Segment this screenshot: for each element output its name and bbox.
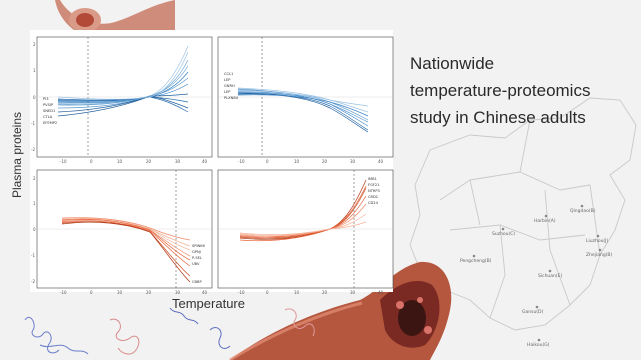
ticks-1: 2 1 0 -1 -2 -10 0 10 20 30 40	[31, 42, 208, 164]
svg-text:GNRH: GNRH	[224, 84, 235, 88]
svg-text:30: 30	[350, 159, 356, 164]
svg-text:PVSIP: PVSIP	[43, 103, 54, 107]
blue-curves-2	[237, 87, 369, 133]
svg-text:40: 40	[378, 290, 384, 295]
svg-text:-2: -2	[31, 279, 35, 284]
vessel-bottom	[229, 261, 452, 360]
headline-line-2: temperature-proteomics	[410, 81, 591, 100]
svg-text:2: 2	[33, 42, 36, 47]
svg-text:IMB1: IMB1	[368, 177, 377, 181]
svg-text:CD24: CD24	[368, 201, 379, 205]
svg-text:-1: -1	[31, 253, 35, 258]
svg-text:SNED1: SNED1	[43, 109, 55, 113]
y-axis-label: Plasma proteins	[10, 111, 24, 199]
svg-text:40: 40	[378, 159, 384, 164]
svg-text:0: 0	[33, 95, 36, 100]
svg-text:0: 0	[90, 290, 93, 295]
svg-text:-2: -2	[31, 147, 35, 152]
map-label: Gansu(D)	[522, 309, 544, 315]
svg-text:CBBP: CBBP	[192, 280, 202, 284]
headline-line-3: study in Chinese adults	[410, 108, 586, 127]
svg-text:10: 10	[294, 159, 300, 164]
ticks-2: -10 0 10 20 30 40	[238, 159, 384, 164]
svg-text:P-SEL: P-SEL	[192, 256, 202, 260]
ticks-4: -10 0 10 20 30 40	[238, 290, 384, 295]
svg-text:30: 30	[175, 290, 181, 295]
map-label: Harbin(A)	[534, 218, 556, 224]
svg-text:30: 30	[350, 290, 356, 295]
subplot-top-right: -10 0 10 20 30 40 CCL1 LEP GNRH LEP PLXNB4	[217, 36, 394, 164]
svg-text:10: 10	[117, 290, 123, 295]
svg-text:40: 40	[202, 159, 208, 164]
subplot-bottom-right: -10 0 10 20 30 40 IMB1 FGF21 NTRP3 CRDC CD24	[217, 169, 394, 295]
map-city-dots	[472, 204, 602, 342]
svg-text:-10: -10	[60, 159, 67, 164]
subplot-bottom-left: 2 1 0 -1 -2 -10 0 10 20 30 40 SPINK6 GPNJ P-SE…	[31, 169, 213, 295]
svg-text:FGF21: FGF21	[368, 183, 380, 187]
svg-text:NTRP3: NTRP3	[368, 189, 380, 193]
svg-text:LEP: LEP	[224, 78, 231, 82]
orange-curves-3	[61, 217, 191, 283]
svg-text:20: 20	[322, 290, 328, 295]
svg-text:-10: -10	[238, 290, 245, 295]
svg-text:CCL1: CCL1	[224, 72, 233, 76]
curve-labels-4: IMB1 FGF21 NTRP3 CRDC CD24	[368, 177, 380, 205]
map-label: Qingdao(B)	[570, 208, 596, 214]
svg-text:PI3: PI3	[43, 97, 49, 101]
svg-text:0: 0	[266, 159, 269, 164]
map-label: Suzhou(C)	[492, 231, 515, 237]
curve-labels-2: CCL1 LEP GNRH LEP PLXNB4	[224, 72, 239, 100]
map-city-labels: Qingdao(B) Harbin(A) Suzhou(C) Liuzhou(J…	[460, 208, 613, 348]
svg-text:GPNJ: GPNJ	[192, 250, 201, 254]
svg-text:0: 0	[266, 290, 269, 295]
svg-text:PLXNB4: PLXNB4	[224, 96, 239, 100]
svg-text:20: 20	[322, 159, 328, 164]
svg-text:40: 40	[202, 290, 208, 295]
svg-text:UBV: UBV	[192, 262, 200, 266]
svg-text:-1: -1	[31, 121, 35, 126]
map-label: Zhejiang(B)	[586, 252, 613, 258]
svg-text:EFEMP2: EFEMP2	[43, 121, 57, 125]
map-label: Liuzhou(J)	[586, 238, 609, 244]
svg-text:0: 0	[90, 159, 93, 164]
svg-text:CTLA: CTLA	[43, 115, 53, 119]
map-label: Sichuan(E)	[538, 273, 562, 279]
svg-text:30: 30	[175, 159, 181, 164]
blue-curves-1	[57, 45, 189, 117]
headline-line-1: Nationwide	[410, 54, 495, 73]
svg-text:20: 20	[146, 290, 152, 295]
protein-illustrations	[24, 307, 315, 355]
map-label: Pengcheng(B)	[460, 258, 492, 264]
svg-text:1: 1	[33, 201, 36, 206]
subplot-top-left: 2 1 0 -1 -2 -10 0 10 20 30 40 PI3 PVSIP SNED1 C…	[31, 36, 213, 164]
svg-text:10: 10	[117, 159, 123, 164]
svg-text:-10: -10	[238, 159, 245, 164]
svg-text:CRDC: CRDC	[368, 195, 379, 199]
headline: Nationwide temperature-proteomics study …	[410, 50, 638, 131]
curve-labels-3: SPINK6 GPNJ P-SEL UBV CBBP	[192, 244, 206, 284]
svg-text:10: 10	[294, 290, 300, 295]
svg-text:2: 2	[33, 176, 36, 181]
curve-labels-1: PI3 PVSIP SNED1 CTLA EFEMP2	[43, 97, 57, 125]
svg-text:-10: -10	[60, 290, 67, 295]
svg-text:20: 20	[146, 159, 152, 164]
ticks-3: 2 1 0 -1 -2 -10 0 10 20 30 40	[31, 176, 208, 295]
orange-curves-4	[239, 179, 367, 242]
svg-text:1: 1	[33, 68, 36, 73]
x-axis-label: Temperature	[172, 296, 245, 311]
svg-text:0: 0	[33, 227, 36, 232]
map-label: Haikou(G)	[527, 342, 550, 348]
svg-text:SPINK6: SPINK6	[192, 244, 206, 248]
svg-text:LEP: LEP	[224, 90, 231, 94]
